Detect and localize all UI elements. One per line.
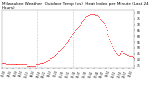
- Text: Milwaukee Weather  Outdoor Temp (vs)  Heat Index per Minute (Last 24 Hours): Milwaukee Weather Outdoor Temp (vs) Heat…: [2, 2, 148, 10]
